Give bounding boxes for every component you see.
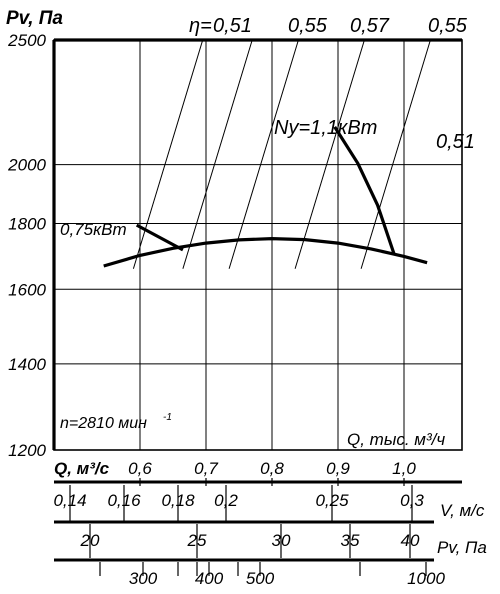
lower-scale-tick-label: 300 [129, 569, 158, 588]
power-label-low: 0,75кВт [60, 220, 127, 239]
rotation-speed-note: n=2810 мин [60, 415, 147, 432]
velocity-tick-label: 0,3 [400, 491, 424, 510]
power-curve [135, 223, 184, 252]
dynamic-pressure-tick-label: 35 [341, 531, 360, 550]
efficiency-label: 0,51 [436, 131, 475, 153]
efficiency-prefix: η= [189, 15, 212, 37]
velocity-tick-label: 0,18 [161, 491, 195, 510]
dynamic-pressure-tick-label: 25 [187, 531, 207, 550]
efficiency-labels: 0,51 0,55 0,57 0,55 0,51 [213, 15, 475, 153]
y-tick-label: 2500 [7, 31, 46, 50]
y-tick-label: 1400 [8, 355, 46, 374]
q-tick-label: 0,9 [326, 459, 350, 478]
efficiency-label: 0,51 [213, 15, 252, 37]
horizontal-gridlines [54, 164, 462, 365]
efficiency-line [294, 39, 365, 269]
curves [103, 126, 428, 268]
q-axis-tick-labels: 0,60,70,80,91,01,2 [128, 459, 416, 486]
power-label-high: Ny=1,1кВт [274, 117, 377, 139]
efficiency-line [182, 39, 253, 269]
flow-axis-title: Q, тыс. м³/ч [347, 430, 445, 449]
y-tick-label: 1800 [8, 215, 46, 234]
q-tick-label: 1,0 [392, 459, 416, 478]
q-tick-label: 0,8 [260, 459, 284, 478]
lower-scale-tick-label: 400 [195, 569, 224, 588]
velocity-tick-labels: 0,14 0,16 0,18 0,2 0,25 0,3 [53, 485, 424, 522]
velocity-scale-title: V, м/с [440, 501, 485, 520]
dynamic-pressure-tick-label: 40 [401, 531, 420, 550]
vertical-gridlines [139, 40, 405, 450]
efficiency-line [360, 39, 431, 269]
y-axis-title: Pv, Па [6, 8, 63, 29]
dynamic-pressure-tick-label: 30 [272, 531, 291, 550]
y-tick-labels: 2500 2000 1800 1600 1400 1200 [7, 31, 46, 460]
lower-scale-tick-label: 1000 [407, 569, 445, 588]
dynamic-pressure-tick-labels: 20 25 30 35 40 [80, 524, 420, 558]
velocity-tick-label: 0,16 [107, 491, 141, 510]
dynamic-pressure-scale-title: Pv, Па [437, 538, 487, 557]
lower-scale-tick-labels: 300 400 500 1000 [99, 562, 445, 588]
y-tick-label: 1200 [8, 441, 46, 460]
q-tick-label: 0,6 [128, 459, 152, 478]
q-tick-label: 0,7 [194, 459, 218, 478]
lower-scale-tick-label: 500 [246, 569, 275, 588]
pressure-curve [103, 237, 428, 268]
efficiency-line [132, 39, 204, 269]
power-curve [333, 126, 396, 255]
efficiency-label: 0,55 [428, 15, 468, 37]
velocity-tick-label: 0,25 [315, 491, 349, 510]
velocity-tick-label: 0,14 [53, 491, 86, 510]
efficiency-label: 0,57 [350, 15, 390, 37]
velocity-tick-label: 0,2 [214, 491, 238, 510]
plot-frame [53, 39, 463, 451]
y-tick-label: 2000 [7, 156, 46, 175]
dynamic-pressure-tick-label: 20 [80, 531, 100, 550]
efficiency-line [228, 39, 299, 269]
rotation-speed-exponent: -1 [163, 412, 172, 423]
efficiency-label: 0,55 [288, 15, 328, 37]
y-tick-label: 1600 [8, 280, 46, 299]
q-axis-title: Q, м³/с [54, 459, 110, 478]
